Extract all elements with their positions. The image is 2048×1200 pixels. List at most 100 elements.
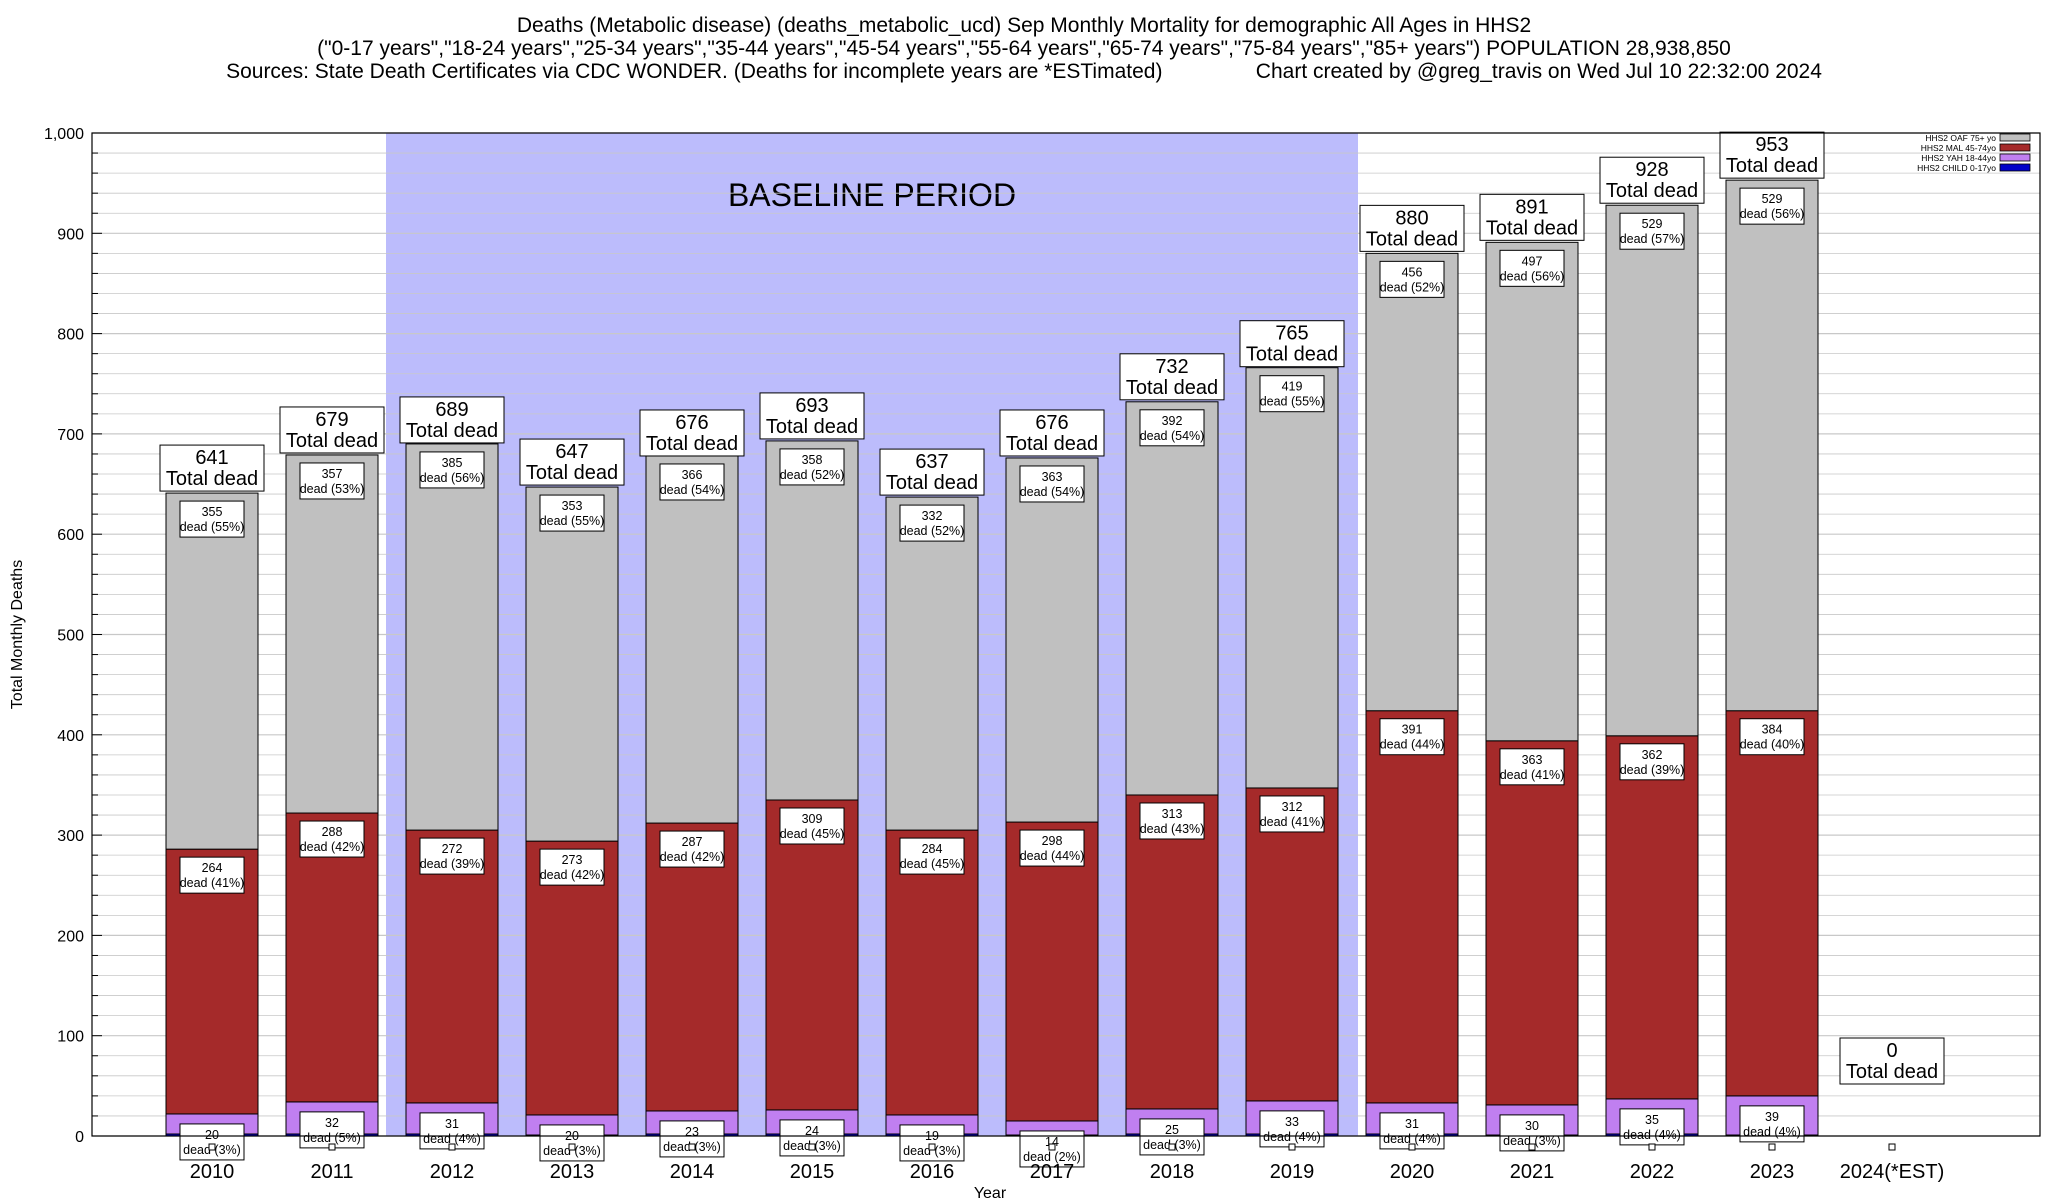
- total-label-box: [999, 409, 1105, 457]
- y-tick-label: 1,000: [44, 126, 84, 143]
- bar-mal: [1365, 710, 1459, 1104]
- bar-oaf: [645, 455, 739, 824]
- segment-label-box: [1619, 212, 1685, 250]
- bar-oaf: [765, 440, 859, 801]
- segment-value-label: 30: [1525, 1119, 1539, 1133]
- total-label-box: [519, 438, 625, 486]
- bar-marker: [928, 1143, 936, 1151]
- bar-marker: [1288, 1143, 1296, 1151]
- segment-pct-label: dead (55%): [1260, 395, 1325, 409]
- segment-pct-label: dead (42%): [540, 868, 605, 882]
- segment-pct-label: dead (56%): [1500, 269, 1565, 283]
- segment-value-label: 287: [682, 835, 703, 849]
- y-tick-label: 400: [57, 728, 84, 745]
- segment-pct-label: dead (3%): [903, 1144, 961, 1158]
- x-tick-label: 2014: [670, 1161, 715, 1183]
- segment-pct-label: dead (57%): [1620, 232, 1685, 246]
- x-tick-label: 2013: [550, 1161, 595, 1183]
- segment-label-box: [1139, 409, 1205, 447]
- bar-marker: [1168, 1143, 1176, 1151]
- segment-label-box: [419, 451, 485, 489]
- y-axis-label: Total Monthly Deaths: [9, 560, 26, 709]
- segment-value-label: 384: [1762, 723, 1783, 737]
- total-caption-label: Total dead: [1726, 155, 1818, 177]
- x-tick-label: 2016: [910, 1161, 955, 1183]
- segment-value-label: 456: [1402, 265, 1423, 279]
- bar-mal: [645, 822, 739, 1112]
- segment-pct-label: dead (44%): [1380, 738, 1445, 752]
- segment-label-box: [1259, 795, 1325, 833]
- segment-label-box: [419, 837, 485, 875]
- segment-label-box: [659, 830, 725, 868]
- segment-value-label: 31: [445, 1117, 459, 1131]
- bar-marker: [808, 1143, 816, 1151]
- bar-oaf: [525, 486, 619, 842]
- total-caption-label: Total dead: [1846, 1061, 1938, 1083]
- total-value-label: 689: [435, 399, 468, 421]
- total-caption-label: Total dead: [1126, 377, 1218, 399]
- bar-marker: [1408, 1143, 1416, 1151]
- x-tick-label: 2020: [1390, 1161, 1435, 1183]
- y-tick-label: 600: [57, 527, 84, 544]
- segment-pct-label: dead (3%): [1503, 1134, 1561, 1148]
- segment-value-label: 497: [1522, 254, 1543, 268]
- segment-label-box: [1619, 1108, 1685, 1146]
- segment-pct-label: dead (44%): [1020, 849, 1085, 863]
- segment-value-label: 529: [1762, 192, 1783, 206]
- segment-pct-label: dead (54%): [1140, 429, 1205, 443]
- segment-pct-label: dead (4%): [1743, 1125, 1801, 1139]
- x-tick-label: 2015: [790, 1161, 835, 1183]
- total-caption-label: Total dead: [286, 430, 378, 452]
- segment-value-label: 332: [922, 509, 943, 523]
- segment-pct-label: dead (54%): [660, 483, 725, 497]
- x-tick-label: 2011: [310, 1161, 353, 1183]
- segment-value-label: 31: [1405, 1117, 1419, 1131]
- segment-label-box: [1259, 1110, 1325, 1148]
- segment-label-box: [659, 463, 725, 501]
- total-caption-label: Total dead: [886, 472, 978, 494]
- bar-oaf: [885, 496, 979, 831]
- segment-value-label: 309: [802, 812, 823, 826]
- total-value-label: 647: [555, 441, 588, 463]
- y-tick-label: 900: [57, 226, 84, 243]
- segment-label-box: [899, 837, 965, 875]
- segment-value-label: 23: [685, 1125, 699, 1139]
- title-line-3: Sources: State Death Certificates via CD…: [226, 60, 1822, 83]
- y-tick-label: 200: [57, 928, 84, 945]
- total-value-label: 0: [1886, 1040, 1897, 1062]
- segment-value-label: 273: [562, 853, 583, 867]
- total-caption-label: Total dead: [1486, 217, 1578, 239]
- segment-value-label: 355: [202, 505, 223, 519]
- segment-pct-label: dead (3%): [543, 1144, 601, 1158]
- segment-pct-label: dead (45%): [900, 857, 965, 871]
- x-tick-label: 2024(*EST): [1840, 1161, 1945, 1183]
- segment-pct-label: dead (45%): [780, 827, 845, 841]
- total-label-box: [1839, 1037, 1945, 1085]
- segment-pct-label: dead (41%): [1260, 815, 1325, 829]
- segment-label-box: [1259, 375, 1325, 413]
- x-tick-label: 2010: [190, 1161, 235, 1183]
- bar-oaf: [1605, 204, 1699, 737]
- segment-value-label: 24: [805, 1124, 819, 1138]
- bar-oaf: [165, 492, 259, 850]
- total-caption-label: Total dead: [1366, 228, 1458, 250]
- legend-label: HHS2 YAH 18-44yo: [1921, 153, 1996, 163]
- legend-swatch-child: [1999, 163, 2031, 172]
- total-label-box: [879, 448, 985, 496]
- segment-value-label: 363: [1522, 753, 1543, 767]
- segment-value-label: 358: [802, 453, 823, 467]
- segment-label-box: [1499, 249, 1565, 287]
- total-caption-label: Total dead: [1606, 180, 1698, 202]
- y-tick-label: 300: [57, 828, 84, 845]
- total-label-box: [1719, 131, 1825, 179]
- segment-label-box: [1379, 260, 1445, 298]
- segment-pct-label: dead (43%): [1140, 822, 1205, 836]
- segment-label-box: [1499, 748, 1565, 786]
- total-caption-label: Total dead: [526, 462, 618, 484]
- total-caption-label: Total dead: [1006, 433, 1098, 455]
- segment-label-box: [539, 494, 605, 532]
- bar-mal: [1605, 735, 1699, 1100]
- total-value-label: 679: [315, 409, 348, 431]
- bar-oaf: [1245, 367, 1339, 789]
